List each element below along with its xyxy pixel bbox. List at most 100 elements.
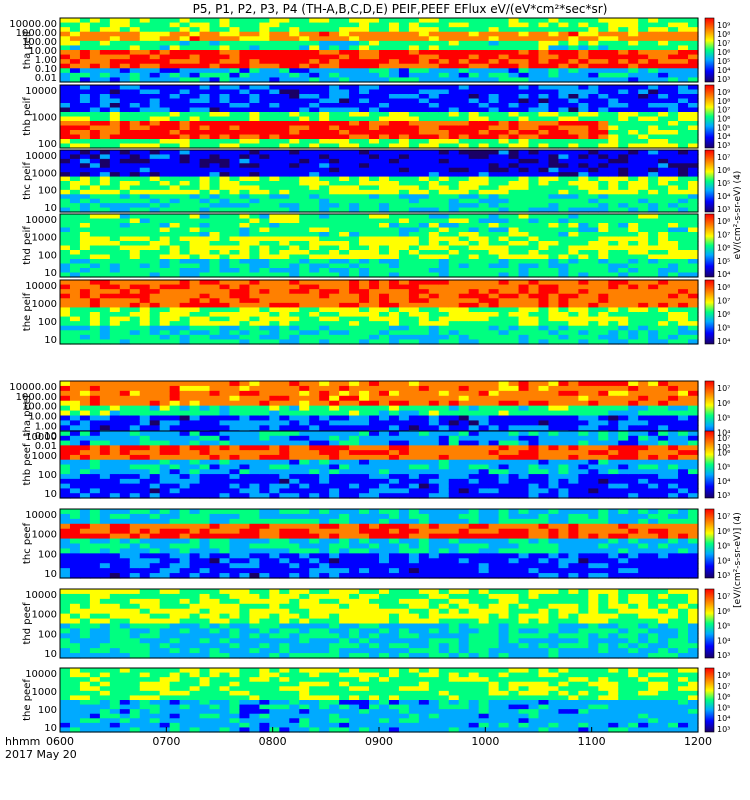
heatmap-cell [688, 254, 699, 260]
heatmap-cell [309, 112, 320, 118]
heatmap-cell [668, 121, 679, 127]
heatmap-cell [169, 316, 181, 322]
heatmap-cell [518, 236, 530, 242]
heatmap-cell [398, 40, 410, 47]
heatmap-cell [668, 236, 679, 242]
heatmap-cell [468, 218, 480, 224]
heatmap-cell [279, 400, 290, 407]
heatmap-cell [688, 40, 699, 47]
heatmap-cell [458, 254, 470, 260]
heatmap-cell [79, 77, 91, 83]
heatmap-cell [239, 245, 251, 251]
heatmap-cell [558, 280, 570, 286]
heatmap-cell [119, 163, 131, 169]
heatmap-cell [658, 63, 669, 69]
heatmap-cell [388, 107, 400, 113]
heatmap-cell [299, 130, 310, 136]
heatmap-cell [638, 214, 649, 220]
heatmap-cell [428, 72, 440, 79]
heatmap-cell [339, 214, 350, 220]
heatmap-cell [99, 158, 111, 164]
heatmap-cell [159, 172, 171, 178]
heatmap-cell [578, 198, 589, 204]
heatmap-cell [618, 207, 629, 213]
heatmap-cell [189, 405, 201, 412]
heatmap-cell [319, 134, 330, 140]
heatmap-cell [518, 272, 530, 278]
heatmap-cell [319, 194, 330, 200]
heatmap-cell [129, 302, 141, 309]
heatmap-cell [518, 316, 530, 322]
heatmap-cell [518, 107, 530, 113]
heatmap-cell [119, 198, 131, 204]
heatmap-cell [189, 103, 201, 109]
heatmap-cell [428, 236, 440, 242]
heatmap-cell [558, 339, 570, 345]
heatmap-cell [249, 330, 260, 336]
heatmap-cell [339, 94, 350, 100]
heatmap-cell [139, 130, 151, 136]
heatmap-cell [209, 259, 221, 265]
heatmap-cell [299, 143, 310, 149]
heatmap-cell [379, 45, 390, 51]
heatmap-cell [688, 116, 699, 122]
heatmap-cell [438, 214, 450, 220]
heatmap-cell [598, 103, 609, 109]
heatmap-cell [99, 40, 111, 47]
heatmap-cell [438, 163, 450, 169]
heatmap-cell [129, 198, 141, 204]
heatmap-cell [658, 268, 669, 274]
heatmap-cell [119, 85, 131, 91]
heatmap-cell [289, 150, 300, 156]
heatmap-cell [239, 68, 251, 74]
heatmap-cell [99, 298, 111, 304]
heatmap-cell [528, 143, 540, 149]
heatmap-cell [289, 116, 300, 122]
heatmap-cell [498, 150, 510, 156]
heatmap-cell [398, 250, 410, 256]
heatmap-cell [428, 334, 440, 341]
heatmap-cell [299, 103, 310, 109]
heatmap-cell [349, 223, 360, 229]
heatmap-cell [299, 50, 310, 56]
heatmap-cell [638, 68, 649, 74]
heatmap-cell [129, 45, 141, 51]
heatmap-cell [79, 116, 91, 122]
heatmap-cell [69, 85, 81, 91]
heatmap-cell [209, 325, 221, 331]
heatmap-cell [79, 68, 91, 74]
heatmap-cell [199, 381, 211, 387]
heatmap-cell [289, 395, 300, 402]
heatmap-cell [99, 198, 111, 204]
heatmap-cell [488, 289, 500, 295]
heatmap-cell [99, 134, 111, 140]
heatmap-cell [109, 420, 121, 426]
heatmap-cell [578, 321, 589, 327]
heatmap-cell [588, 50, 599, 56]
heatmap-cell [658, 272, 669, 278]
heatmap-cell [628, 22, 639, 28]
heatmap-cell [568, 181, 579, 187]
heatmap-cell [149, 339, 161, 345]
heatmap-cell [379, 245, 390, 251]
heatmap-cell [199, 312, 211, 318]
heatmap-cell [578, 143, 589, 149]
heatmap-cell [329, 307, 340, 313]
heatmap-cell [688, 125, 699, 131]
heatmap-cell [339, 312, 350, 318]
heatmap-cell [528, 40, 540, 47]
heatmap-cell [668, 280, 679, 286]
heatmap-cell [608, 334, 619, 341]
heatmap-cell [498, 77, 510, 83]
heatmap-cell [408, 59, 420, 65]
heatmap-cell [588, 134, 599, 140]
heatmap-cell [299, 107, 310, 113]
heatmap-cell [488, 207, 500, 213]
heatmap-cell [588, 89, 599, 95]
heatmap-cell [189, 268, 201, 274]
heatmap-cell [418, 185, 430, 191]
heatmap-cell [628, 302, 639, 309]
heatmap-cell [398, 307, 410, 313]
heatmap-cell [89, 410, 101, 417]
heatmap-cell [388, 72, 400, 79]
